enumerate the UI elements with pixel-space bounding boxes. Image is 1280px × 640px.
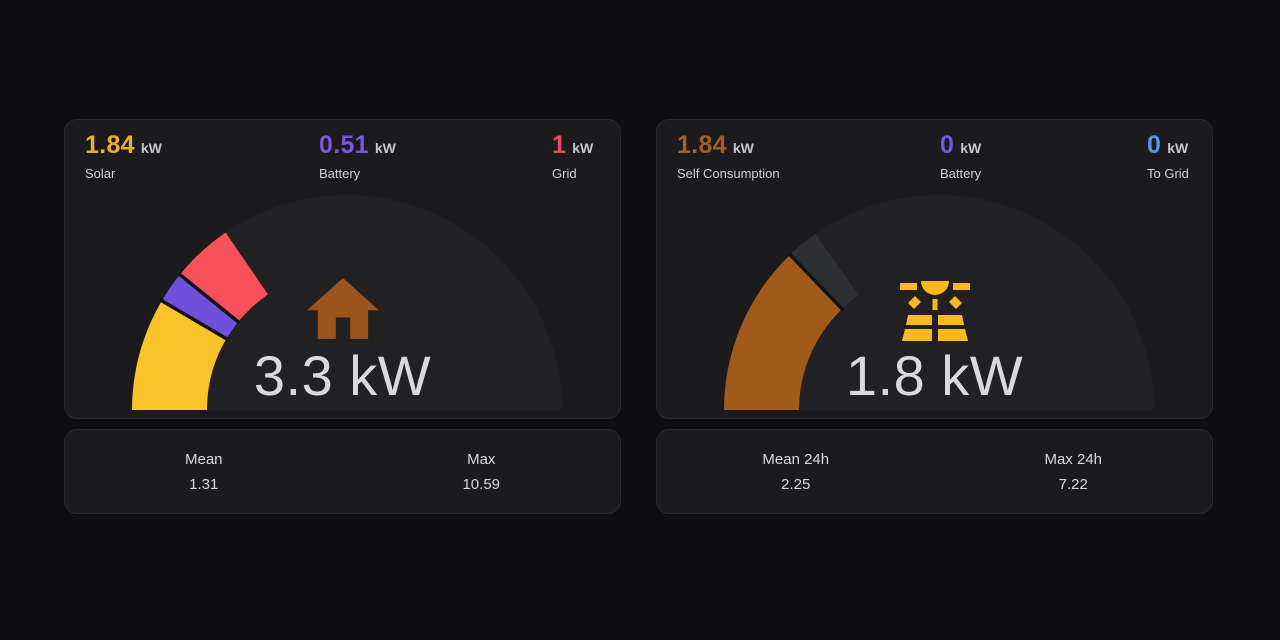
battery-label: Battery [940,166,982,181]
mean-stat-value: 1.31 [189,475,219,493]
consumption-stats-card: Mean 1.31 Max 10.59 [64,429,621,514]
header-stat-self-consumption[interactable]: 1.84 kW Self Consumption [677,131,940,181]
gauge-card-header: 1.84 kW Solar 0.51 kW Battery 1 kW Grid [65,120,620,181]
solar-value: 1.84 [85,131,135,159]
grid-value: 1 [552,131,567,159]
grid-label: Grid [552,166,577,181]
house-consumption-column: 1.84 kW Solar 0.51 kW Battery 1 kW Grid [64,119,621,514]
mean-24h-stat-value: 2.25 [781,475,811,493]
to-grid-unit: kW [1167,140,1189,156]
max-24h-stat: Max 24h 7.22 [935,451,1213,493]
max-24h-stat-label: Max 24h [1044,450,1103,468]
self-consumption-unit: kW [732,140,754,156]
consumption-gauge-value: 3.3 kW [253,344,432,407]
gauge-card-header: 1.84 kW Self Consumption 0 kW Battery 0 … [657,120,1212,181]
max-stat: Max 10.59 [343,451,621,493]
mean-stat-label: Mean [184,450,223,468]
solar-power-icon [899,278,970,342]
max-stat-label: Max [467,450,496,468]
self-consumption-value: 1.84 [677,131,727,159]
mean-stat: Mean 1.31 [65,451,343,493]
mean-24h-stat-label: Mean 24h [762,450,830,468]
to-grid-value: 0 [1147,131,1162,159]
consumption-gauge-arc [132,232,268,410]
battery-label: Battery [319,166,361,181]
battery-unit: kW [960,140,982,156]
production-gauge-value: 1.8 kW [845,344,1024,407]
mean-24h-stat: Mean 24h 2.25 [657,451,935,493]
header-stat-battery[interactable]: 0.51 kW Battery [319,131,552,181]
house-consumption-gauge-card[interactable]: 1.84 kW Solar 0.51 kW Battery 1 kW Grid [64,119,621,419]
grid-unit: kW [572,140,594,156]
solar-label: Solar [85,166,116,181]
solar-production-column: 1.84 kW Self Consumption 0 kW Battery 0 … [656,119,1213,514]
production-stats-card: Mean 24h 2.25 Max 24h 7.22 [656,429,1213,514]
battery-value: 0.51 [319,131,369,159]
max-stat-value: 10.59 [462,475,501,493]
header-stat-solar[interactable]: 1.84 kW Solar [85,131,319,181]
home-icon [306,278,379,339]
to-grid-label: To Grid [1147,166,1189,181]
self-consumption-label: Self Consumption [677,166,780,181]
battery-value: 0 [940,131,955,159]
production-gauge-arc [724,233,859,410]
header-stat-grid[interactable]: 1 kW Grid [552,131,600,181]
solar-unit: kW [140,140,162,156]
battery-unit: kW [374,140,396,156]
solar-production-gauge-card[interactable]: 1.84 kW Self Consumption 0 kW Battery 0 … [656,119,1213,419]
header-stat-battery[interactable]: 0 kW Battery [940,131,1147,181]
header-stat-to-grid[interactable]: 0 kW To Grid [1147,131,1192,181]
max-24h-stat-value: 7.22 [1058,475,1088,493]
